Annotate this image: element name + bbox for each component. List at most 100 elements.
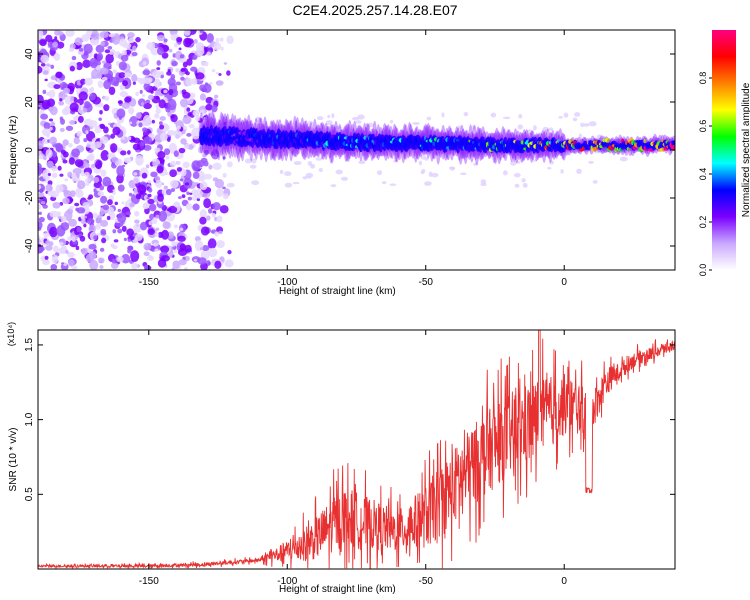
spectrogram-noise-blob	[215, 188, 224, 197]
spectrogram-noise-blob	[74, 37, 83, 46]
spectrogram-noise-blob	[100, 169, 107, 177]
spectrogram-noise-blob	[199, 93, 206, 101]
spectrogram-noise-blob	[38, 184, 42, 190]
colorbar-tick-label: 0.8	[698, 72, 708, 85]
spectrogram-noise-blob	[84, 77, 93, 86]
spectrogram-noise-blob	[93, 235, 98, 240]
spectrogram-noise-blob	[120, 54, 129, 62]
spectrogram-noise-blob	[52, 245, 59, 253]
spectrogram-noise-blob	[192, 203, 200, 211]
spectrogram-noise-blob	[292, 181, 300, 185]
spectrogram-noise-blob	[135, 36, 141, 43]
snr-x-tick-label: -150	[139, 576, 159, 587]
spectrogram-noise-blob	[360, 129, 365, 135]
spectrogram-noise-blob	[548, 127, 554, 132]
spectrogram-x-tick-label: -50	[419, 277, 434, 288]
snr-x-ticks: -150 -100 -50 0	[139, 330, 567, 587]
spectrogram-noise-blob	[431, 172, 439, 178]
spectrogram-noise-blob	[98, 117, 102, 122]
snr-series-line	[38, 330, 675, 569]
spectrogram-noise-blob	[179, 227, 184, 232]
spectrogram-noise-blob	[187, 196, 192, 201]
spectrogram-noise-blob	[82, 59, 91, 68]
spectrogram-noise-blob	[272, 153, 276, 159]
spectrogram-noise-blob	[129, 116, 139, 127]
colorbar-gradient	[712, 30, 736, 270]
spectrogram-noise-blob	[126, 228, 134, 237]
spectrogram-noise-blob	[472, 124, 477, 130]
spectrogram-noise-blob	[199, 216, 207, 225]
spectrogram-noise-blob	[154, 232, 159, 237]
spectrogram-noise-blob	[42, 204, 48, 209]
spectrogram-noise-blob	[514, 183, 520, 188]
snr-x-tick-label: -50	[419, 576, 434, 587]
spectrogram-noise-blob	[227, 119, 233, 124]
spectrogram-noise-blob	[109, 76, 119, 86]
spectrogram-noise-blob	[99, 136, 109, 144]
spectrogram-noise-blob	[194, 188, 203, 199]
spectrogram-noise-blob	[173, 129, 182, 139]
spectrogram-noise-blob	[38, 140, 44, 150]
spectrogram-noise-blob	[330, 184, 337, 188]
spectrogram-noise-blob	[71, 174, 78, 182]
spectrogram-noise-blob	[100, 40, 105, 47]
spectrogram-noise-blob	[124, 72, 132, 78]
spectrogram-noise-blob	[117, 118, 124, 124]
spectrogram-noise-blob	[197, 127, 201, 130]
spectrogram-noise-blob	[205, 117, 215, 129]
spectrogram-noise-blob	[104, 95, 110, 101]
spectrogram-noise-blob	[38, 221, 43, 229]
spectrogram-noise-blob	[117, 100, 123, 104]
spectrogram-noise-blob	[41, 138, 50, 145]
spectrogram-noise-blob	[155, 179, 163, 188]
spectrogram-noise-blob	[95, 44, 105, 53]
spectrogram-noise-blob	[183, 37, 192, 48]
spectrogram-noise-blob	[92, 212, 98, 219]
spectrogram-noise-blob	[107, 66, 112, 70]
spectrogram-noise-blob	[284, 182, 293, 188]
colorbar-label: Normalized spectral amplitude	[741, 82, 750, 217]
spectrogram-noise-blob	[86, 217, 95, 225]
spectrogram-noise-blob	[121, 225, 127, 232]
spectrogram-noise-blob	[191, 127, 201, 140]
spectrogram-noise-blob	[81, 247, 88, 255]
spectrogram-noise-blob	[90, 86, 95, 92]
spectrogram-noise-blob	[166, 136, 171, 142]
spectrogram-noise-blob	[61, 262, 65, 265]
spectrogram-noise-blob	[129, 202, 136, 208]
spectrogram-noise-blob	[355, 120, 362, 124]
spectrogram-noise-blob	[135, 193, 142, 200]
spectrogram-noise-blob	[192, 171, 200, 180]
spectrogram-noise-blob	[68, 218, 77, 227]
spectrogram-noise-blob	[518, 114, 523, 119]
spectrogram-noise-blob	[116, 174, 124, 184]
colorbar-ticks: 0.0 0.2 0.4 0.6 0.8	[698, 72, 712, 276]
spectrogram-noise-blob	[100, 231, 107, 236]
spectrogram-noise-blob	[533, 159, 537, 162]
spectrogram-noise-blob	[502, 170, 508, 176]
spectrogram-noise-blob	[143, 251, 150, 257]
spectrogram-noise-blob	[139, 89, 143, 94]
spectrogram-noise-blob	[150, 171, 158, 178]
spectrogram-noise-blob	[146, 197, 150, 200]
spectrogram-noise-blob	[515, 160, 521, 164]
spectrogram-noise-blob	[215, 71, 219, 75]
spectrogram-noise-blob	[131, 51, 138, 57]
spectrogram-noise-blob	[147, 198, 155, 205]
spectrogram-noise-blob	[127, 32, 135, 38]
spectrogram-noise-blob	[223, 121, 227, 126]
spectrogram-noise-blob	[207, 238, 217, 249]
spectrogram-y-axis-label: Frequency (Hz)	[8, 116, 19, 185]
spectrogram-noise-blob	[120, 150, 127, 156]
spectrogram-noise-blob	[128, 106, 135, 115]
spectrogram-x-tick-label: -150	[139, 277, 159, 288]
spectrogram-noise-blob	[127, 136, 132, 141]
spectrogram-noise-blob	[50, 263, 58, 270]
spectrogram-noise-blob	[143, 144, 152, 151]
spectrogram-noise-blob	[55, 71, 63, 79]
spectrogram-noise-blob	[40, 201, 46, 205]
spectrogram-noise-blob	[137, 184, 147, 195]
spectrogram-noise-blob	[538, 132, 543, 138]
spectrogram-noise-blob	[199, 109, 206, 115]
spectrogram-noise-blob	[38, 246, 43, 254]
